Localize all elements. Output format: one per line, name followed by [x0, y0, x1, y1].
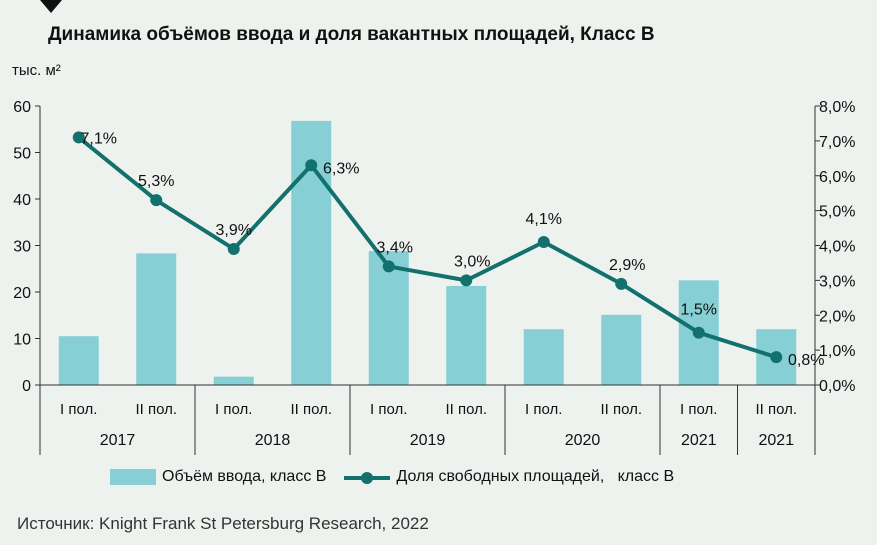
x-year-label: 2017 — [100, 432, 136, 449]
line-point — [382, 260, 395, 273]
line-point — [460, 274, 473, 287]
data-label: 0,8% — [788, 352, 824, 369]
legend: Объём ввода, класс В Доля свободных площ… — [110, 468, 692, 486]
line-point — [692, 326, 705, 339]
x-category-label: I пол. — [525, 401, 562, 418]
x-category-label: II пол. — [600, 401, 642, 418]
y-tick-label-left: 0 — [22, 378, 31, 395]
y-axis-unit-label: тыс. м² — [12, 62, 61, 79]
line-point — [770, 351, 783, 364]
y-tick-label-right: 7,0% — [819, 134, 855, 151]
source-note: Источник: Knight Frank St Petersburg Res… — [17, 514, 429, 533]
x-axis: I пол. II пол. I пол. II пол. I пол. II пол. I… — [39, 384, 816, 455]
chart-area: 0 10 20 30 40 50 60 0,0% 1,0% 2,0% 3,0% 4,0% 5,0% 6,0… — [13, 99, 855, 455]
x-year-label: 2019 — [410, 432, 446, 449]
y-tick-label-right: 8,0% — [819, 99, 855, 116]
y-tick-label-right: 4,0% — [819, 239, 855, 256]
bar — [446, 285, 487, 385]
legend-line-label: Доля свободных площадей, класс В — [396, 468, 675, 485]
bar — [136, 253, 177, 385]
bar — [213, 376, 254, 385]
y-tick-label-left: 20 — [13, 285, 31, 302]
line-point — [537, 236, 550, 249]
bar — [58, 336, 99, 385]
bar — [601, 314, 642, 385]
x-year-label: 2020 — [565, 432, 601, 449]
y-tick-label-left: 60 — [13, 99, 31, 116]
y-tick-label-left: 40 — [13, 192, 31, 209]
y-tick-label-left: 10 — [13, 332, 31, 349]
data-label: 2,9% — [609, 257, 645, 274]
x-category-label: I пол. — [60, 401, 97, 418]
x-year-label: 2021 — [758, 432, 794, 449]
x-category-label: I пол. — [215, 401, 252, 418]
bar-series — [58, 120, 797, 385]
data-label: 3,9% — [216, 222, 252, 239]
bar — [368, 251, 409, 385]
data-label: 5,3% — [138, 173, 174, 190]
line-path — [77, 135, 777, 360]
x-category-label: I пол. — [370, 401, 407, 418]
header-marker-icon — [40, 0, 62, 13]
data-label: 1,5% — [681, 302, 717, 319]
data-label: 4,1% — [526, 211, 562, 228]
y-tick-label-right: 2,0% — [819, 308, 855, 325]
chart-title: Динамика объёмов ввода и доля вакантных … — [48, 24, 655, 45]
legend-line-swatch — [344, 469, 391, 485]
bar — [523, 329, 564, 385]
data-label: 3,4% — [377, 239, 413, 256]
y-tick-label-right: 0,0% — [819, 378, 855, 395]
y-tick-label-right: 1,0% — [819, 343, 855, 360]
line-point — [227, 242, 240, 255]
y-tick-label-right: 6,0% — [819, 169, 855, 186]
legend-item-bars: Объём ввода, класс В — [110, 468, 326, 486]
line-point — [150, 194, 163, 207]
x-category-label: II пол. — [445, 401, 487, 418]
x-category-label: II пол. — [135, 401, 177, 418]
y-tick-label-right: 5,0% — [819, 204, 855, 221]
line-point — [72, 131, 85, 144]
data-label: 6,3% — [323, 160, 359, 177]
line-point — [615, 277, 628, 290]
line-point — [305, 159, 318, 172]
legend-bar-swatch — [110, 469, 156, 485]
x-category-label: I пол. — [680, 401, 717, 418]
x-category-label: II пол. — [755, 401, 797, 418]
x-year-label: 2021 — [681, 432, 717, 449]
line-series — [72, 131, 783, 364]
y-tick-label-left: 30 — [13, 239, 31, 256]
data-labels: 7,1% 5,3% 3,9% 6,3% 3,4% 3,0% 4,1% 2,9% 1,5% 0,8% — [81, 130, 825, 369]
x-year-label: 2018 — [255, 432, 291, 449]
x-category-label: II пол. — [290, 401, 332, 418]
axes: 0 10 20 30 40 50 60 0,0% 1,0% 2,0% 3,0% 4,0% 5,0% 6,0… — [13, 99, 855, 395]
y-tick-label-right: 3,0% — [819, 273, 855, 290]
legend-bar-label: Объём ввода, класс В — [162, 468, 327, 485]
legend-item-line: Доля свободных площадей, класс В — [344, 468, 674, 486]
data-label: 7,1% — [81, 130, 117, 147]
y-tick-label-left: 50 — [13, 146, 31, 163]
data-label: 3,0% — [454, 253, 490, 270]
